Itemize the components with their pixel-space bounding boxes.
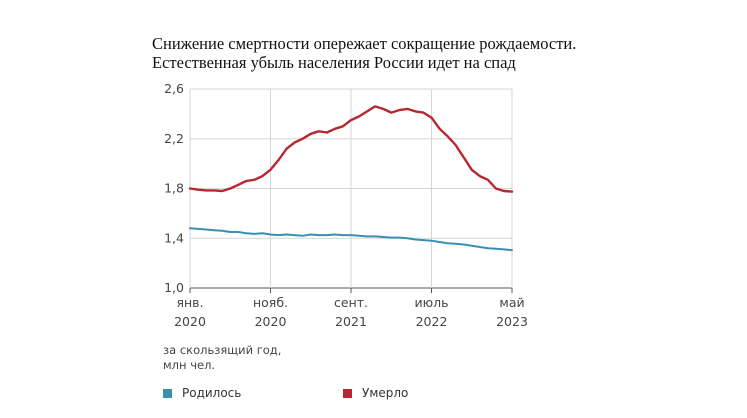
x-tick-label-year: 2021: [335, 314, 367, 329]
legend-swatch-births: [163, 388, 172, 398]
y-tick-label: 1,8: [164, 181, 184, 196]
x-tick-label-year: 2022: [416, 314, 448, 329]
x-axis-ticks: янв. 2020 нояб. 2020 сент. 2021 июль 2022 май 202…: [174, 295, 528, 329]
x-tick-label-month: сент.: [334, 295, 368, 310]
chart-title-line-2: Естественная убыль населения России идет…: [152, 53, 516, 72]
x-tick-label-month: нояб.: [253, 295, 288, 310]
y-tick-label: 2,2: [164, 131, 184, 146]
grid-lines: [189, 88, 513, 293]
legend-swatch-deaths: [343, 388, 352, 398]
chart-title-line-1: Снижение смертности опережает сокращение…: [152, 34, 577, 53]
y-tick-label: 2,6: [164, 81, 184, 96]
chart-title: Снижение смертности опережает сокращение…: [152, 34, 576, 72]
x-tick-label-year: 2020: [255, 314, 287, 329]
legend-item-births: Родилось: [163, 386, 241, 400]
y-tick-label: 1,0: [164, 280, 184, 295]
series-line-births: [189, 227, 513, 252]
y-tick-label: 1,4: [164, 230, 184, 245]
legend-label-deaths: Умерло: [362, 386, 409, 400]
legend-item-deaths: Умерло: [343, 386, 408, 400]
legend-label-births: Родилось: [182, 386, 242, 400]
x-tick-label-year: 2023: [496, 314, 528, 329]
units-label-line-1: за скользящий год,: [163, 343, 282, 357]
x-tick-label-year: 2020: [174, 314, 206, 329]
units-label: за скользящий год, млн чел.: [163, 343, 281, 373]
units-label-line-2: млн чел.: [163, 358, 216, 372]
x-tick-label-month: янв.: [176, 295, 203, 310]
x-tick-label-month: июль: [414, 295, 448, 310]
y-axis-ticks: 1,0 1,4 1,8 2,2 2,6: [164, 81, 184, 295]
x-tick-label-month: май: [499, 295, 524, 310]
series-lines: [188, 105, 514, 252]
series-line-deaths: [188, 105, 514, 193]
